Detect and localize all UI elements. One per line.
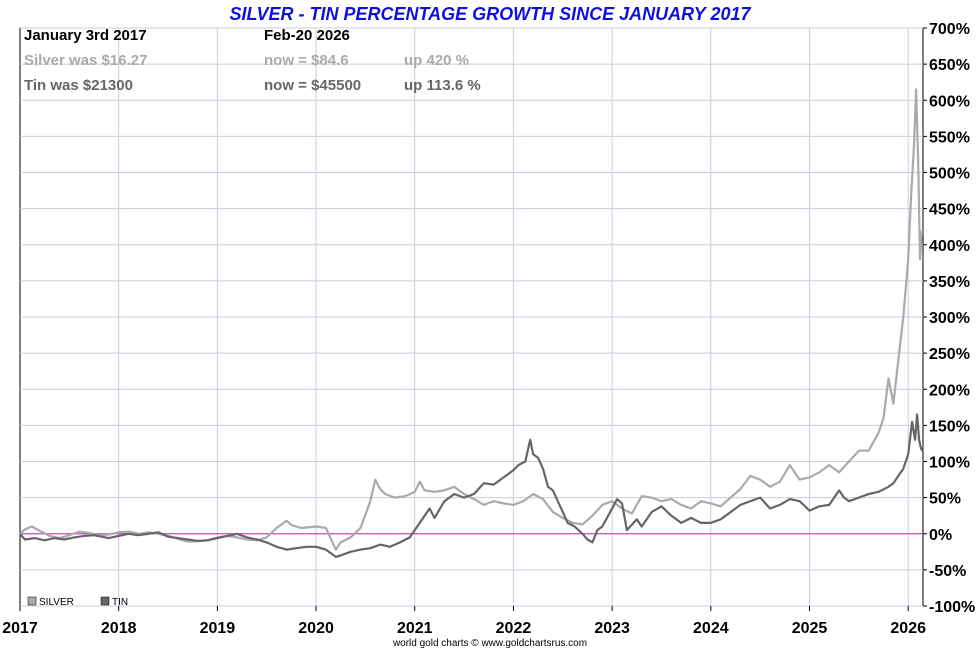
series-line-tin <box>19 413 924 559</box>
x-tick-label: 2019 <box>200 620 236 637</box>
chart-title: SILVER - TIN PERCENTAGE GROWTH SINCE JAN… <box>229 4 751 24</box>
y-tick-label: 0% <box>929 527 952 544</box>
legend-swatch-tin <box>100 596 110 606</box>
y-tick-label: 550% <box>929 129 970 146</box>
legend-swatch-silver <box>27 596 37 606</box>
y-tick-label: 350% <box>929 274 970 291</box>
y-tick-label: 250% <box>929 346 970 363</box>
x-tick-label: 2017 <box>2 620 38 637</box>
y-tick-label: 300% <box>929 310 970 327</box>
tin-now-label: now = $45500 <box>264 77 361 94</box>
y-tick-label: 150% <box>929 418 970 435</box>
y-tick-label: -100% <box>929 599 975 616</box>
y-tick-label: 200% <box>929 382 970 399</box>
y-tick-label: 400% <box>929 238 970 255</box>
end-date-label: Feb-20 2026 <box>264 27 350 44</box>
x-tick-label: 2025 <box>792 620 828 637</box>
legend-label-tin: TIN <box>112 597 128 608</box>
y-tick-label: 100% <box>929 455 970 472</box>
y-tick-label: 450% <box>929 202 970 219</box>
x-tick-label: 2018 <box>101 620 137 637</box>
legend: SILVER TIN <box>27 596 128 608</box>
x-tick-label: 2024 <box>693 620 729 637</box>
credit-text: world gold charts © www.goldchartsrus.co… <box>392 638 587 649</box>
x-axis: 2017 2018 2019 2020 2021 2022 2023 2024 2025 2026 <box>2 606 926 637</box>
x-tick-label: 2023 <box>594 620 630 637</box>
x-tick-label: 2020 <box>298 620 334 637</box>
x-tick-label: 2021 <box>397 620 433 637</box>
y-axis: 700% 650% 600% 550% 500% 450% 400% 350% 300% 250%… <box>923 21 975 616</box>
silver-was-label: Silver was $16.27 <box>24 52 147 69</box>
x-tick-label: 2026 <box>890 620 926 637</box>
grid <box>20 27 923 607</box>
y-tick-label: -50% <box>929 563 966 580</box>
y-tick-label: 500% <box>929 166 970 183</box>
tin-was-label: Tin was $21300 <box>24 77 133 94</box>
x-tick-label: 2022 <box>496 620 532 637</box>
y-tick-label: 50% <box>929 491 961 508</box>
series-layer <box>19 88 924 559</box>
start-date-label: January 3rd 2017 <box>24 27 147 44</box>
y-tick-label: 650% <box>929 57 970 74</box>
tin-up-label: up 113.6 % <box>404 77 481 94</box>
silver-now-label: now = $84.6 <box>264 52 349 69</box>
y-tick-label: 700% <box>929 21 970 38</box>
y-tick-label: 600% <box>929 93 970 110</box>
legend-label-silver: SILVER <box>39 597 74 608</box>
silver-up-label: up 420 % <box>404 52 469 69</box>
